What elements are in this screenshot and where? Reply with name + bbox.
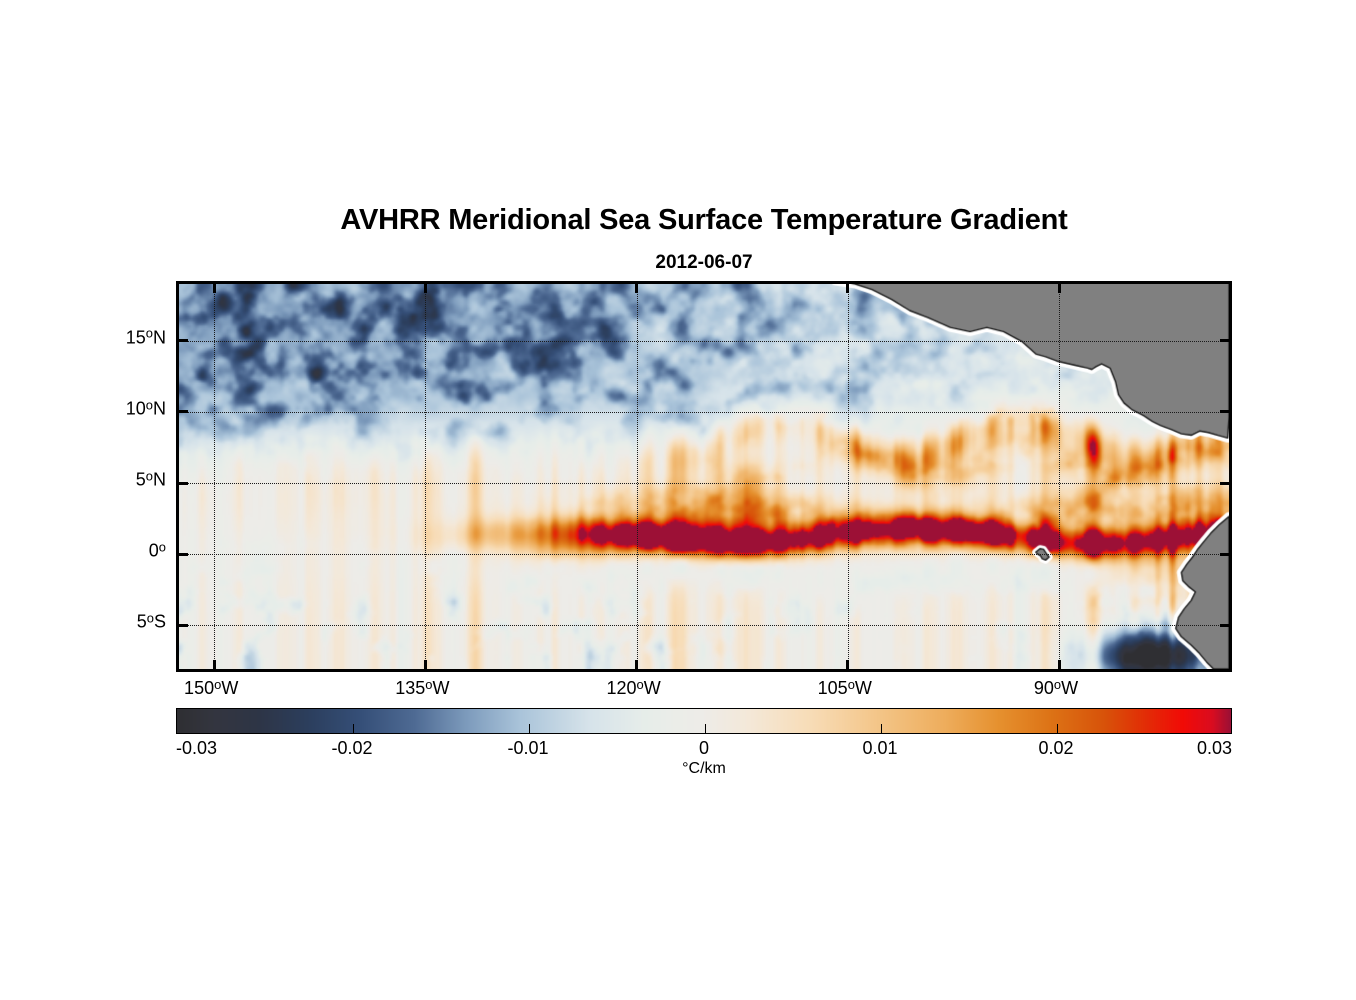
- colorbar-tick-mark: [881, 724, 882, 733]
- y-axis-label-1: 10oN: [125, 397, 166, 419]
- map-axes[interactable]: [176, 281, 1232, 672]
- x-axis-label-3: 105oW: [817, 676, 872, 698]
- y-tick-mark: [1220, 410, 1229, 414]
- colorbar-gradient: [176, 708, 1232, 734]
- y-tick-mark: [179, 623, 188, 627]
- colorbar-canvas: [177, 709, 1231, 733]
- x-tick-mark: [423, 660, 427, 669]
- y-tick-mark: [1220, 339, 1229, 343]
- colorbar-tick-labels: -0.03 -0.02 -0.01 0 0.01 0.02 0.03: [176, 738, 1232, 762]
- colorbar-tick-mark: [1057, 724, 1058, 733]
- x-tick-mark: [212, 284, 216, 293]
- colorbar-label-2: -0.01: [507, 738, 549, 758]
- colorbar-tick-mark: [705, 724, 706, 733]
- y-tick-mark: [1220, 481, 1229, 485]
- x-tick-mark: [846, 284, 850, 293]
- figure-subtitle: 2012-06-07: [655, 252, 753, 273]
- y-tick-mark: [179, 410, 188, 414]
- x-axis-label-0: 150oW: [184, 676, 239, 698]
- figure-title: AVHRR Meridional Sea Surface Temperature…: [340, 204, 1068, 236]
- x-axis-label-1: 135oW: [395, 676, 450, 698]
- colorbar-label-3: 0: [698, 738, 710, 758]
- colorbar-label-6: 0.03: [1196, 738, 1232, 758]
- x-tick-mark: [212, 660, 216, 669]
- colorbar-tick-mark: [529, 724, 530, 733]
- x-axis-label-4: 90oW: [1033, 676, 1079, 698]
- colorbar-label-1: -0.02: [331, 738, 373, 758]
- colorbar-label-4: 0.01: [862, 738, 898, 758]
- y-tick-mark: [179, 481, 188, 485]
- x-axis-tick-labels: 150oW 135oW 120oW 105oW 90oW: [176, 676, 1232, 704]
- x-tick-mark: [846, 660, 850, 669]
- y-tick-mark: [179, 552, 188, 556]
- y-axis-label-3: 0o: [148, 539, 166, 561]
- y-axis-label-0: 15oN: [125, 325, 166, 348]
- y-tick-mark: [1220, 552, 1229, 556]
- colorbar-tick-mark: [353, 724, 354, 733]
- y-tick-mark: [179, 339, 188, 343]
- colorbar-unit-label: °C/km: [682, 760, 726, 777]
- colorbar-label-5: 0.02: [1038, 738, 1074, 758]
- x-tick-mark: [635, 660, 639, 669]
- y-axis-tick-labels: 15oN 10oN 5oN 0o 5oS: [66, 281, 166, 672]
- x-tick-mark: [423, 284, 427, 293]
- land-mask-overlay: [179, 284, 1229, 669]
- colorbar-label-0: -0.03: [176, 738, 218, 758]
- y-axis-label-2: 5oN: [135, 468, 166, 490]
- x-tick-mark: [1057, 284, 1061, 293]
- y-axis-label-4: 5oS: [136, 610, 166, 632]
- y-tick-mark: [1220, 623, 1229, 627]
- x-axis-label-2: 120oW: [606, 676, 661, 698]
- colorbar[interactable]: [176, 708, 1232, 734]
- x-tick-mark: [1057, 660, 1061, 669]
- x-tick-mark: [635, 284, 639, 293]
